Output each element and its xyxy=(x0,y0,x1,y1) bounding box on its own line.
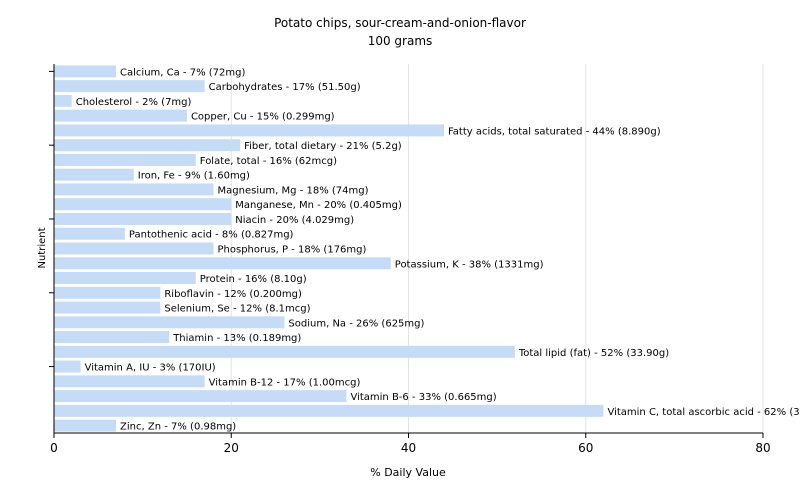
bar xyxy=(54,227,125,240)
bar-label: Fatty acids, total saturated - 44% (8.89… xyxy=(448,126,661,137)
bar-label: Carbohydrates - 17% (51.50g) xyxy=(209,82,361,93)
chart-subtitle: 100 grams xyxy=(368,34,433,48)
bar-label: Vitamin A, IU - 3% (170IU) xyxy=(85,363,216,374)
bar xyxy=(54,316,285,329)
chart-title: Potato chips, sour-cream-and-onion-flavo… xyxy=(274,16,526,30)
bar xyxy=(54,345,515,358)
bar-label: Selenium, Se - 12% (8.1mcg) xyxy=(164,304,310,315)
bar xyxy=(54,257,391,270)
bar-label: Vitamin B-12 - 17% (1.00mcg) xyxy=(209,377,361,388)
bar xyxy=(54,301,161,314)
bar-label: Potassium, K - 38% (1331mg) xyxy=(395,259,544,270)
bar-label: Vitamin B-6 - 33% (0.665mg) xyxy=(350,392,496,403)
bar xyxy=(54,242,214,255)
bar-label: Cholesterol - 2% (7mg) xyxy=(76,97,192,108)
x-tick-label: 40 xyxy=(401,441,416,455)
bar-label: Riboflavin - 12% (0.200mg) xyxy=(164,289,302,300)
bar-label: Manganese, Mn - 20% (0.405mg) xyxy=(235,200,402,211)
bar xyxy=(54,360,81,373)
x-tick-label: 80 xyxy=(755,441,770,455)
bar xyxy=(54,153,196,166)
bar-label: Phosphorus, P - 18% (176mg) xyxy=(218,245,367,256)
bar-label: Sodium, Na - 26% (625mg) xyxy=(288,318,424,329)
bar xyxy=(54,272,196,285)
bar-label: Vitamin C, total ascorbic acid - 62% (37… xyxy=(607,407,800,418)
x-tick-label: 20 xyxy=(224,441,239,455)
bar xyxy=(54,404,604,417)
bar-label: Thiamin - 13% (0.189mg) xyxy=(172,333,301,344)
axes: 0 20 40 60 80 xyxy=(49,64,771,455)
bar xyxy=(54,168,134,181)
x-tick-label: 0 xyxy=(50,441,58,455)
bar xyxy=(54,331,170,344)
bar-label: Total lipid (fat) - 52% (33.90g) xyxy=(518,348,669,359)
bar-label: Protein - 16% (8.10g) xyxy=(200,274,307,285)
bar xyxy=(54,390,347,403)
x-tick-label: 60 xyxy=(578,441,593,455)
bar-label: Copper, Cu - 15% (0.299mg) xyxy=(191,112,335,123)
x-axis-label: % Daily Value xyxy=(370,466,446,479)
bar xyxy=(54,419,117,432)
bar xyxy=(54,198,232,211)
data-labels: Calcium, Ca - 7% (72mg) Carbohydrates - 1… xyxy=(76,67,800,432)
bar xyxy=(54,124,444,137)
bar xyxy=(54,212,232,225)
y-axis-label: Nutrient xyxy=(37,227,48,268)
bars xyxy=(54,65,604,432)
bar-label: Iron, Fe - 9% (1.60mg) xyxy=(138,171,250,182)
bar xyxy=(54,183,214,196)
bar-label: Zinc, Zn - 7% (0.98mg) xyxy=(120,422,236,433)
bar-label: Folate, total - 16% (62mcg) xyxy=(200,156,337,167)
bar-label: Pantothenic acid - 8% (0.827mg) xyxy=(129,230,294,241)
bar xyxy=(54,286,161,299)
bar-label: Niacin - 20% (4.029mg) xyxy=(235,215,354,226)
bar xyxy=(54,139,241,152)
bar-label: Fiber, total dietary - 21% (5.2g) xyxy=(244,141,402,152)
bar-label: Magnesium, Mg - 18% (74mg) xyxy=(218,185,369,196)
bar xyxy=(54,65,117,78)
bar xyxy=(54,80,205,93)
bar xyxy=(54,109,187,122)
bar-label: Calcium, Ca - 7% (72mg) xyxy=(120,67,245,78)
bar xyxy=(54,94,72,107)
bar xyxy=(54,375,205,388)
